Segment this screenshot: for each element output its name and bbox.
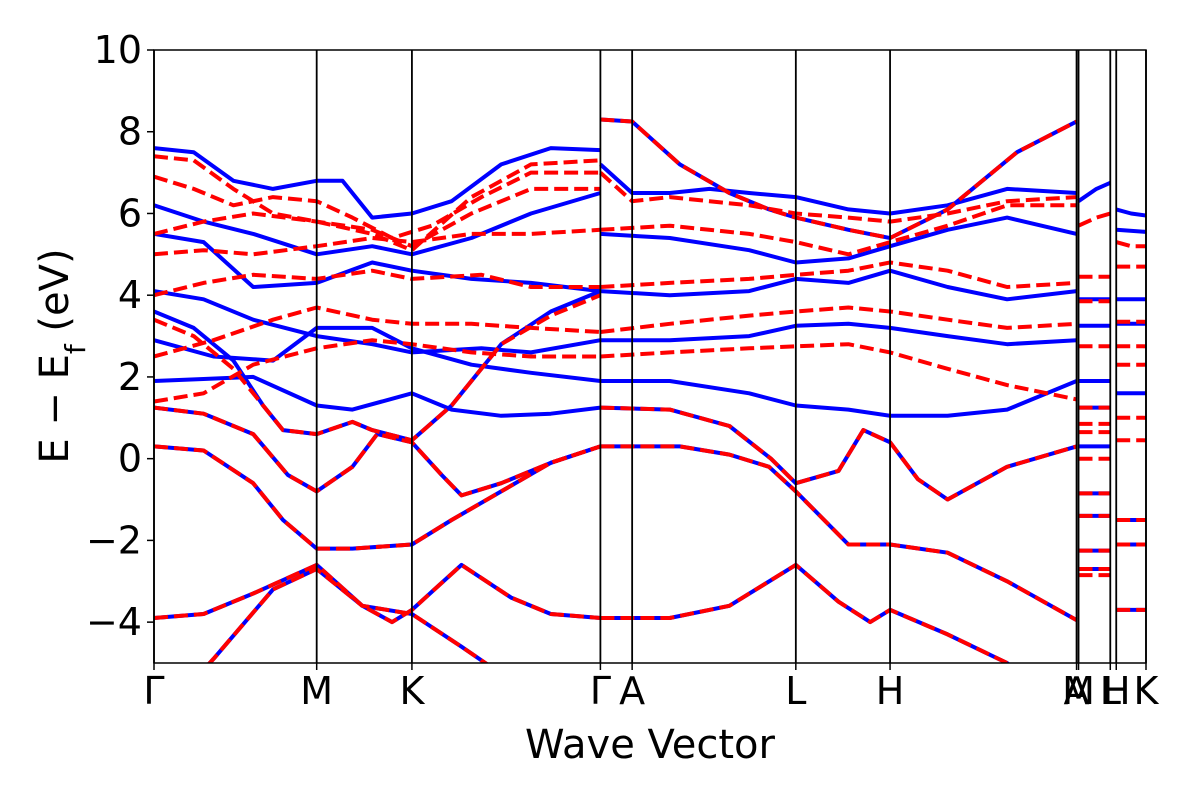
y-tick-label-5: 6 <box>118 191 142 235</box>
spin-down-band-19 <box>600 260 1077 289</box>
y-tick-label-4: 4 <box>118 273 142 317</box>
spin-down-band-8 <box>154 227 601 257</box>
x-tick-label-2: K <box>399 669 425 713</box>
y-tick-label-6: 8 <box>118 110 142 154</box>
spin-down-band-3 <box>154 405 602 498</box>
y-tick-label-7: 10 <box>94 28 142 72</box>
spin-up-band-19 <box>600 215 1078 265</box>
spin-up-band-9 <box>154 191 601 257</box>
spin-down-band-1 <box>154 562 601 625</box>
spin-up-band-16 <box>600 379 1078 418</box>
spin-down-band-15 <box>600 562 1011 663</box>
spin-down-band-14 <box>600 444 1078 622</box>
spin-up-band-6 <box>154 325 601 383</box>
spin-up-band-10 <box>154 146 601 220</box>
x-tick-label-7: A <box>1064 669 1090 713</box>
spin-up-band-4 <box>154 289 602 443</box>
spin-up-band-8 <box>154 231 601 294</box>
x-axis-title: Wave Vector <box>525 722 776 768</box>
spin-down-band-7 <box>154 268 601 298</box>
spin-down-band-12 <box>599 171 1077 224</box>
spin-down-band-2 <box>154 444 602 551</box>
x-tick-label-3: Γ <box>590 669 611 713</box>
spin-up-band-5 <box>154 374 601 418</box>
spin-down-band-5 <box>154 338 601 404</box>
spin-up-band-12 <box>600 117 1078 240</box>
spin-down-band-17 <box>600 342 1078 402</box>
bands-layer <box>154 117 1146 663</box>
spin-down-band-11 <box>154 154 601 253</box>
spin-down-band-10 <box>154 170 601 240</box>
x-tick-label-0: Γ <box>143 669 164 713</box>
y-tick-label-0: −4 <box>86 600 142 644</box>
x-tick-label-8: M <box>1062 669 1095 713</box>
plot-frame <box>153 49 1147 664</box>
x-tick-label-9: L <box>1100 669 1121 713</box>
spin-down-band-18 <box>600 305 1077 334</box>
spin-up-band-11 <box>599 162 1077 216</box>
spin-down-band-21 <box>1077 211 1111 228</box>
spin-up-band-15 <box>600 405 1078 502</box>
y-axis-title-base: E − E <box>32 354 78 464</box>
spin-up-band-14 <box>600 562 1011 663</box>
spin-down-band-4 <box>154 293 602 443</box>
spin-up-band-20 <box>1077 180 1112 203</box>
y-axis-title-subscript: f <box>59 343 92 354</box>
spin-up-band-17 <box>600 321 1077 347</box>
spin-down-band-20 <box>600 203 1077 257</box>
x-tick-label-6: H <box>876 669 905 713</box>
x-tick-label-1: M <box>300 669 333 713</box>
spin-up-band-0 <box>207 567 489 663</box>
spin-up-band-18 <box>600 268 1077 302</box>
y-tick-label-2: 0 <box>118 437 142 481</box>
x-tick-label-10: H <box>1102 669 1131 713</box>
x-tick-label-4: A <box>619 669 645 713</box>
x-tick-label-11: K <box>1134 669 1160 713</box>
x-axis-ticks: Γ M K Γ A L H AM LH K <box>143 663 1160 713</box>
x-tick-label-5: L <box>785 669 806 713</box>
y-tick-label-3: 2 <box>118 355 142 399</box>
spin-down-band-16 <box>600 405 1078 502</box>
spin-down-band-0 <box>207 567 489 663</box>
spin-up-band-21 <box>1115 207 1146 218</box>
y-axis-ticks: −4 −2 0 2 4 6 8 10 <box>86 28 154 644</box>
spin-down-band-13 <box>600 117 1078 240</box>
spin-down-band-22 <box>1115 240 1146 249</box>
spin-up-band-22 <box>1116 227 1146 234</box>
y-axis-title: E − Ef (eV) <box>32 248 92 463</box>
y-axis-title-unit: (eV) <box>32 248 78 344</box>
y-tick-label-1: −2 <box>86 518 142 562</box>
spin-up-band-7 <box>154 289 601 355</box>
spin-down-band-6 <box>154 305 601 359</box>
